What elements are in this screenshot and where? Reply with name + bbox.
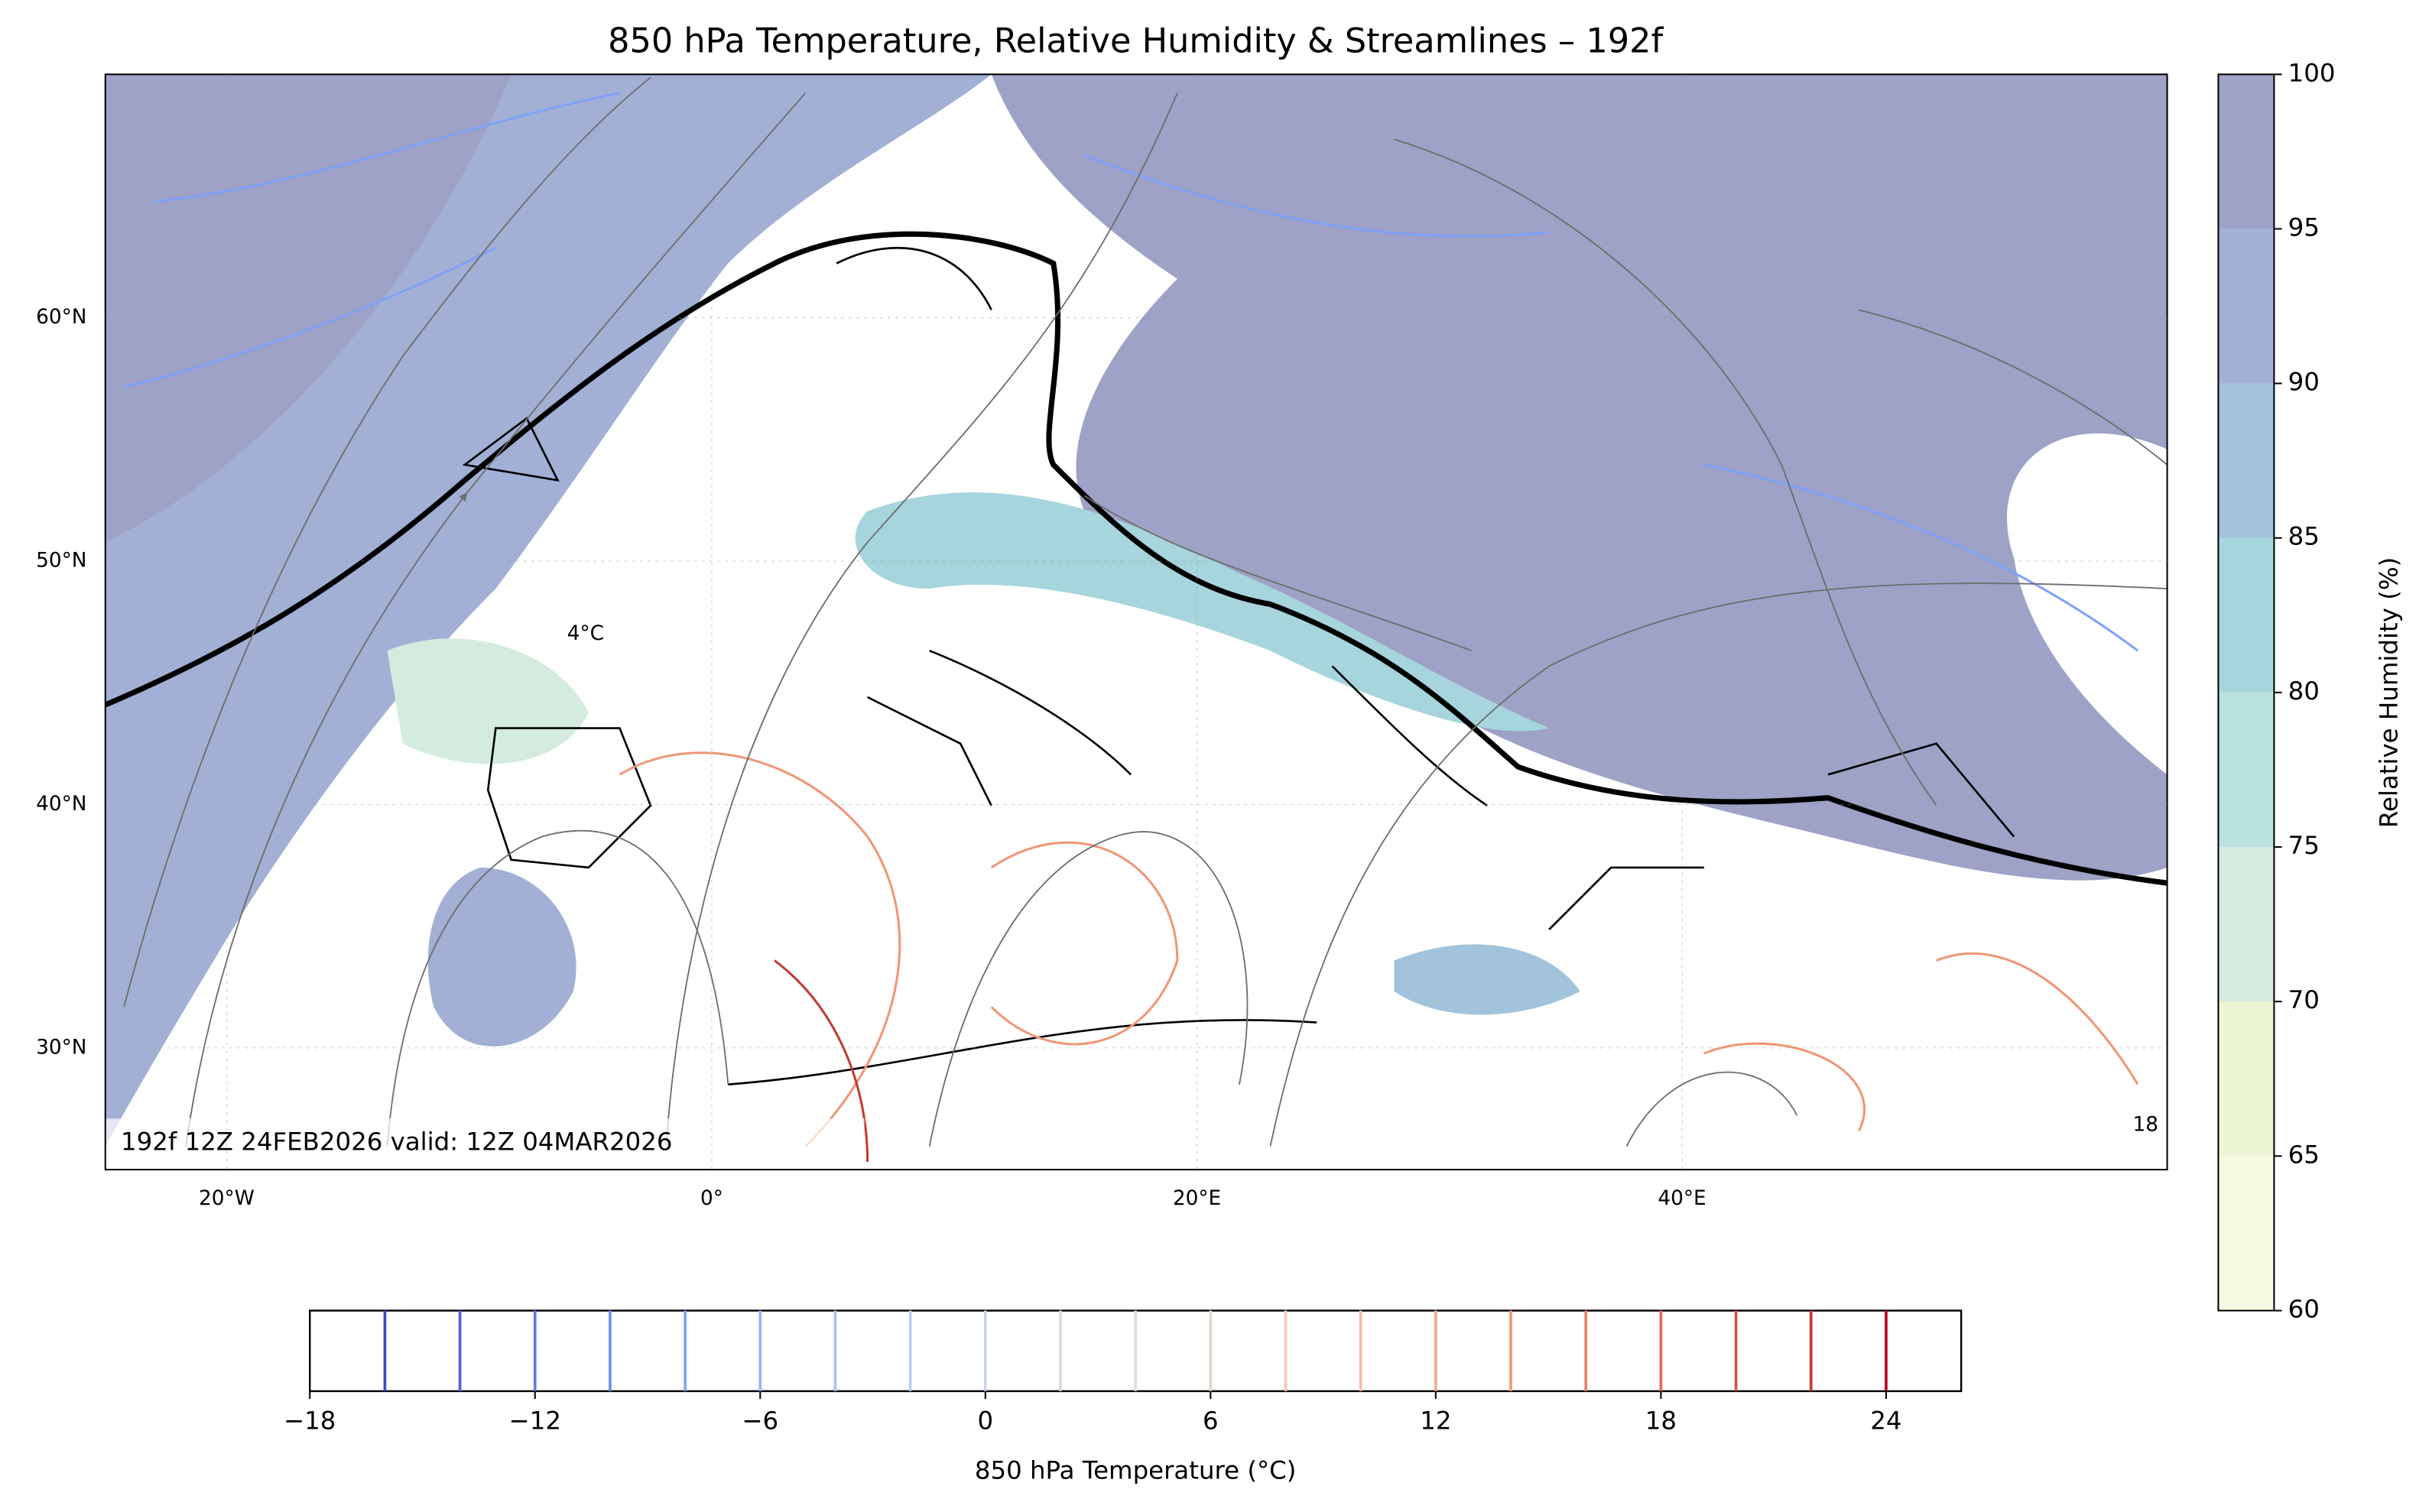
map-field: 4°C 18 192f 12Z 24FEB2026 valid: 12Z 04MA… [105, 74, 2168, 1170]
rh-tick-label: 75 [2288, 831, 2320, 860]
rh-band [2218, 692, 2275, 848]
rh-northwest-core [105, 74, 511, 543]
temp-tick-label: −12 [509, 1406, 561, 1435]
rh-tick-label: 60 [2288, 1295, 2320, 1324]
rh-northeast [991, 74, 2168, 881]
lat-tick-label: 30°N [36, 1036, 86, 1059]
rh-band [2218, 229, 2275, 384]
contour-label: 4°C [567, 622, 604, 645]
rh-tick-label: 85 [2288, 522, 2320, 551]
rh-band [2218, 1001, 2275, 1157]
temp-tick-label: 12 [1420, 1406, 1451, 1435]
rh-tick-label: 70 [2288, 985, 2320, 1014]
annotation-box [105, 1118, 865, 1166]
coastlines [462, 247, 2015, 1085]
temp-tick-label: 24 [1870, 1406, 1901, 1435]
temp-tick-label: 6 [1203, 1406, 1219, 1435]
rh-tick-label: 100 [2288, 58, 2336, 87]
streamlines [123, 76, 2168, 1147]
title: 850 hPa Temperature, Relative Humidity &… [608, 21, 1664, 61]
lon-tick-label: 20°E [1173, 1187, 1221, 1210]
rh-patch [387, 638, 589, 764]
rh-colorbar-label: Relative Humidity (%) [2374, 557, 2403, 828]
rh-central-band [855, 492, 1550, 732]
lat-tick-label: 50°N [36, 550, 86, 573]
rh-tick-label: 65 [2288, 1140, 2320, 1169]
warm-contours [774, 959, 869, 1162]
rh-tick-label: 80 [2288, 677, 2320, 706]
rh-band [2218, 74, 2275, 229]
temp-tick-label: −6 [742, 1406, 778, 1435]
temp-colorbar-label: 850 hPa Temperature (°C) [975, 1455, 1297, 1484]
annotation: 192f 12Z 24FEB2026 valid: 12Z 04MAR2026 [121, 1128, 672, 1157]
rh-band [2218, 1156, 2275, 1311]
rh-band [2218, 537, 2275, 693]
rh-tick-label: 95 [2288, 213, 2320, 242]
map-frame [104, 73, 2168, 1171]
temp-tick-label: 0 [978, 1406, 994, 1435]
lon-tick-label: 20°W [199, 1187, 255, 1210]
lon-tick-label: 40°E [1658, 1187, 1706, 1210]
contour-label: 18 [2132, 1113, 2158, 1136]
lat-tick-label: 40°N [36, 793, 86, 816]
temp-tick-label: −18 [284, 1406, 336, 1435]
rh-band [2218, 847, 2275, 1002]
cold-contours [123, 92, 2138, 652]
temp-tick-label: 18 [1645, 1406, 1677, 1435]
rh-tick-label: 90 [2288, 368, 2320, 397]
rh-band [2218, 383, 2275, 538]
rh-iberia-patch [427, 867, 576, 1046]
warm-contours [619, 751, 2139, 1147]
rh-levant-patch [1394, 944, 1580, 1015]
lat-tick-label: 60°N [36, 306, 86, 329]
lon-tick-label: 0° [700, 1187, 723, 1210]
